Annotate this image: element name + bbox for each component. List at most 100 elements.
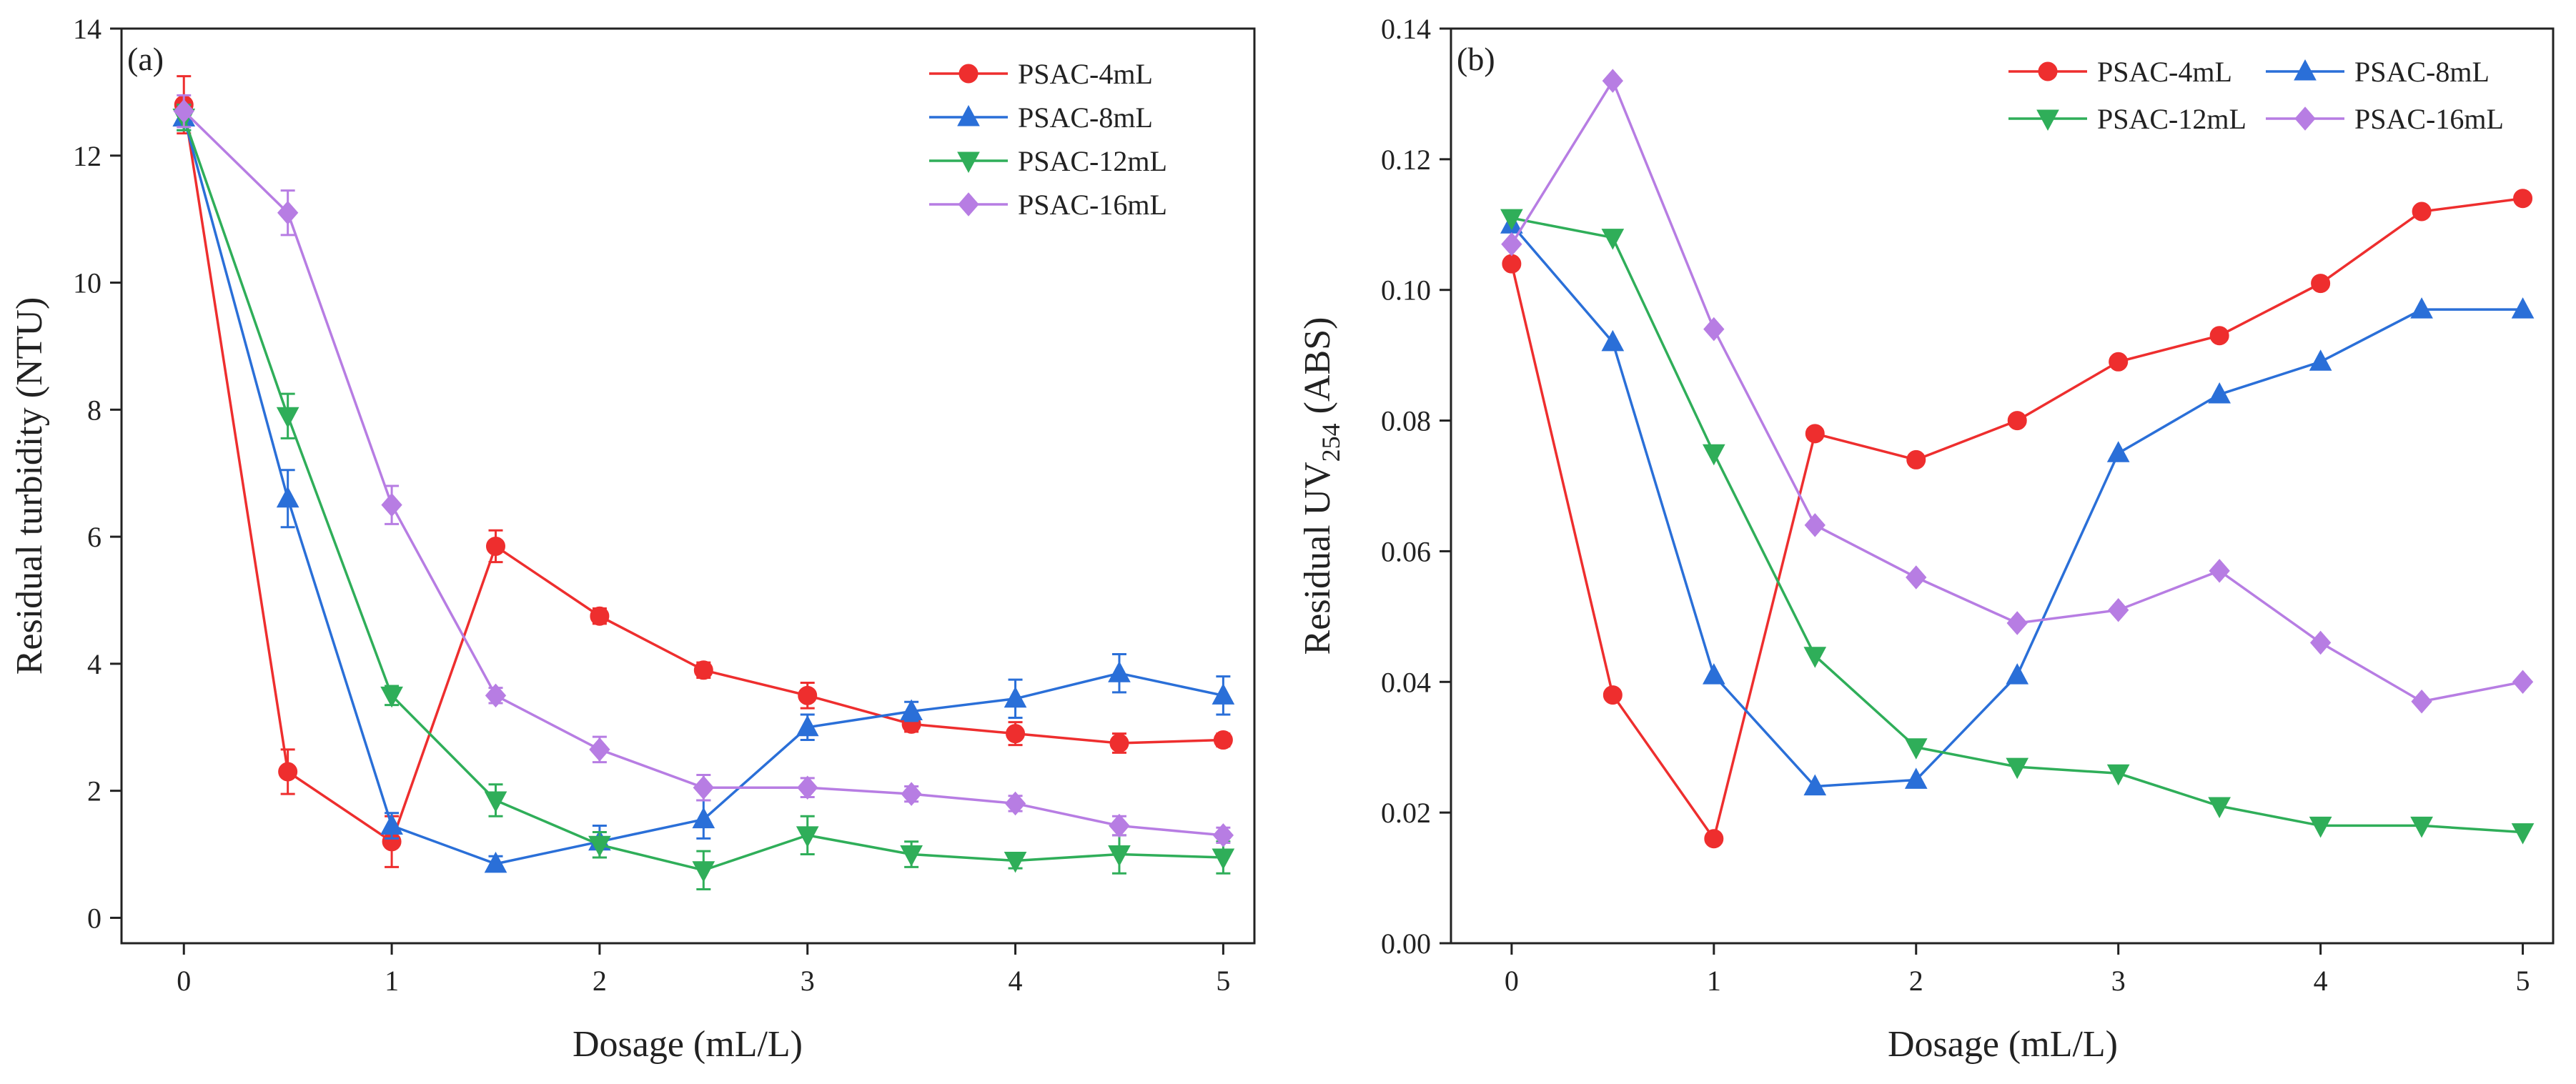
panel-b-x-tick-label: 0 xyxy=(1505,965,1519,997)
panel-b-legend-psac-8ml-label: PSAC-8mL xyxy=(2354,56,2490,88)
panel-a-x-axis-title: Dosage (mL/L) xyxy=(573,1024,803,1065)
panel-b-y-axis-title-suffix: (ABS) xyxy=(1297,317,1338,424)
panel-b-series-psac-16ml-point xyxy=(1703,317,1725,342)
panel-a-series-psac-16ml-point xyxy=(797,775,818,800)
panel-b-y-tick-label: 0.08 xyxy=(1381,405,1431,437)
panel-a-series-psac-4ml-point xyxy=(590,606,610,626)
panel-b-y-tick-label: 0.00 xyxy=(1381,928,1431,960)
panel-b-series-psac-16ml-point xyxy=(1602,69,1624,93)
panel-b-series-psac-12ml-point xyxy=(1803,647,1827,668)
panel-b-series-psac-4ml-point xyxy=(1602,685,1623,705)
panel-a-series-psac-12ml-point xyxy=(1108,845,1131,867)
panel-a-series-psac-4ml-point xyxy=(1213,730,1233,750)
panel-b-y-axis-title-main: Residual UV xyxy=(1297,462,1338,655)
panel-a-series-psac-16ml-point xyxy=(1109,813,1130,838)
panel-a-y-tick-label: 8 xyxy=(87,394,101,426)
panel-a-x-tick-label: 0 xyxy=(177,965,191,997)
panel-a-series-psac-12ml-point xyxy=(900,845,923,867)
panel-b-series-psac-4ml-point xyxy=(1502,254,1522,274)
panel-b-series-psac-12ml-point xyxy=(2006,757,2029,780)
panel-b-series-psac-4ml-point xyxy=(2412,202,2432,222)
panel-a-legend-psac-8ml: PSAC-8mL xyxy=(929,101,1153,134)
panel-a-legend-psac-12ml-label: PSAC-12mL xyxy=(1018,145,1167,177)
panel-a-series-psac-16ml xyxy=(173,94,1234,847)
panel-a-series-psac-8ml-point xyxy=(796,715,819,737)
panel-a-x-tick-label: 5 xyxy=(1216,965,1230,997)
panel-b-series-psac-16ml-point xyxy=(2108,597,2129,622)
panel-b-legend-psac-4ml-label: PSAC-4mL xyxy=(2097,56,2232,88)
panel-a-series-psac-12ml-point xyxy=(588,835,611,857)
panel-a-y-axis-title: Residual turbidity (NTU) xyxy=(9,297,50,675)
panel-a-legend-psac-16ml-label: PSAC-16mL xyxy=(1018,189,1167,221)
panel-b-x-axis-title: Dosage (mL/L) xyxy=(1888,1024,2118,1065)
panel-a-series-psac-16ml-point xyxy=(1212,823,1234,847)
panel-a-legend-psac-8ml-label: PSAC-8mL xyxy=(1018,101,1153,134)
panel-a-legend-psac-12ml: PSAC-12mL xyxy=(929,145,1167,177)
panel-b-legend: PSAC-4mL PSAC-8mL PSAC-12mL PSAC-16mL xyxy=(2008,56,2504,135)
panel-b-series-psac-16ml-point xyxy=(1501,232,1522,257)
panel-b-y-tick-label: 0.06 xyxy=(1381,535,1431,567)
panel-b-series-psac-12ml-point xyxy=(2208,797,2231,819)
panel-b-legend-psac-16ml-label: PSAC-16mL xyxy=(2354,103,2504,135)
panel-b-series-psac-16ml-point xyxy=(2512,670,2534,695)
panel-b-series-psac-16ml-point xyxy=(2309,630,2332,655)
panel-a-series-psac-12ml xyxy=(172,104,1235,890)
panel-a-series-psac-16ml-point xyxy=(1004,791,1026,816)
panel-b-series-psac-12ml-point xyxy=(2410,816,2433,838)
panel-b-series-psac-12ml xyxy=(1500,209,2535,845)
panel-b-x-tick-label: 2 xyxy=(1909,965,1923,997)
panel-b-series-psac-8ml-point xyxy=(1803,774,1827,796)
panel-b-series-psac-8ml-point xyxy=(2208,382,2231,404)
panel-a-legend-psac-4ml-label: PSAC-4mL xyxy=(1018,58,1153,90)
panel-b-series-psac-4ml-point xyxy=(2311,274,2331,294)
panel-b-series-psac-16ml-point xyxy=(2209,559,2230,583)
panel-b-series-psac-8ml-point xyxy=(2106,441,2130,462)
panel-b-x-tick-label: 4 xyxy=(2314,965,2328,997)
panel-a-y-tick-label: 4 xyxy=(87,648,101,680)
panel-a-series-psac-8ml-point xyxy=(1004,686,1027,708)
panel-b-y-tick-label: 0.10 xyxy=(1381,274,1431,307)
panel-a-series-psac-12ml-point xyxy=(692,861,715,882)
panel-a-series-psac-8ml-point xyxy=(276,486,299,508)
panel-b-plot-area: 0 1 2 3 4 5 0.00 0.02 0.04 0.06 0.08 0.10 0.12 0.14 xyxy=(1381,13,2535,997)
panel-a-y-tick-label: 0 xyxy=(87,902,101,934)
panel-b-y-axis-title-subscript: 254 xyxy=(1317,423,1345,462)
panel-b-series-psac-12ml-line xyxy=(1511,217,2523,834)
panel-b-series-psac-12ml-point xyxy=(1702,444,1725,466)
panel-b-series-psac-4ml-point xyxy=(1704,829,1724,849)
panel-b-series-psac-4ml-line xyxy=(1510,197,2523,842)
panel-a-series-psac-12ml-point xyxy=(1004,851,1027,873)
panel-a-series-psac-12ml-point xyxy=(276,407,299,429)
panel-b-y-axis-title: Residual UV254 (ABS) xyxy=(1297,317,1345,655)
panel-b-legend-psac-12ml: PSAC-12mL xyxy=(2008,103,2246,135)
panel-b-legend-psac-4ml-marker xyxy=(2038,61,2058,81)
panel-b-frame xyxy=(1450,27,2555,945)
panel-a-series-psac-12ml-line xyxy=(182,116,1224,872)
panel-a-series-psac-8ml-point xyxy=(900,699,923,721)
panel-a-series-psac-4ml-point xyxy=(1006,724,1026,744)
panel-b-series-psac-8ml-point xyxy=(1904,767,1928,789)
panel-b-series-psac-4ml-point xyxy=(1906,449,1926,469)
panel-a-series-psac-16ml-point xyxy=(589,737,610,762)
panel-a-series-psac-8ml-point xyxy=(1108,661,1131,682)
panel-b-series-psac-12ml-point xyxy=(1500,209,1523,231)
panel-a-series-psac-16ml-point xyxy=(381,492,402,517)
panel-a-x-tick-label: 3 xyxy=(801,965,815,997)
panel-a-series-psac-16ml-point xyxy=(277,201,299,225)
panel-a-legend: PSAC-4mL PSAC-8mL PSAC-12mL PSAC-16mL xyxy=(929,58,1167,221)
panel-b-series-psac-8ml-point xyxy=(2006,663,2029,685)
panel-a-x-tick-label: 2 xyxy=(593,965,607,997)
panel-b-legend-psac-12ml-marker xyxy=(2036,109,2059,131)
panel-b-series-psac-4ml-point xyxy=(2007,411,2027,431)
panel-b-series-psac-8ml-point xyxy=(2309,349,2332,371)
panel-a-series-psac-4ml-point xyxy=(278,762,298,782)
panel-b-x-tick-label: 1 xyxy=(1707,965,1721,997)
panel-b-series-psac-8ml-point xyxy=(1702,663,1725,685)
panel-b-series-psac-16ml-point xyxy=(2006,611,2028,635)
panel-a-series-psac-4ml-point xyxy=(798,685,818,705)
panel-b-series-psac-4ml-point xyxy=(2513,189,2533,209)
panel-a-legend-psac-4ml: PSAC-4mL xyxy=(929,58,1153,90)
panel-b-legend-psac-4ml: PSAC-4mL xyxy=(2008,56,2232,88)
